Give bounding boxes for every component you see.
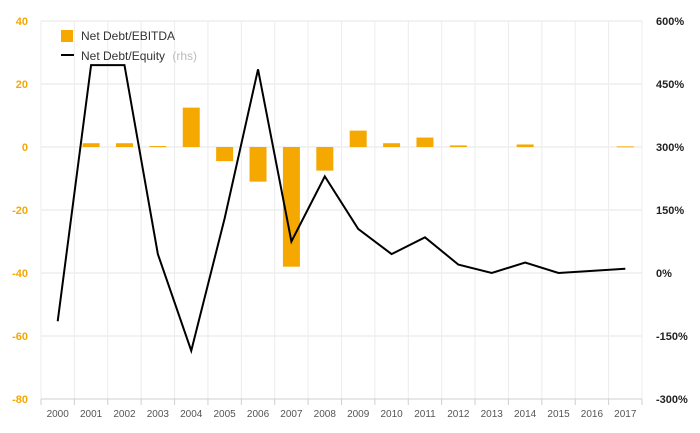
bar-series [82, 107, 634, 267]
y-left-tick-label: -60 [12, 331, 28, 343]
x-tick-label: 2002 [113, 409, 136, 420]
y-left-tick-label: -20 [12, 205, 28, 217]
legend-swatch-bar [61, 30, 73, 42]
bar [616, 146, 634, 148]
line-path [56, 64, 626, 355]
bar [115, 143, 133, 147]
y-right-tick-label: 450% [656, 79, 684, 91]
legend-label-bar: Net Debt/EBITDA [81, 29, 175, 43]
bar [349, 130, 367, 147]
x-tick-label: 2009 [347, 409, 370, 420]
bar [383, 143, 401, 147]
x-tick-label: 2007 [280, 409, 303, 420]
legend-label-line: Net Debt/Equity (rhs) [81, 49, 197, 63]
y-right-tick-label: 0% [656, 268, 672, 280]
x-tick-label: 2016 [581, 409, 604, 420]
x-tick-label: 2003 [147, 409, 170, 420]
x-tick-label: 2006 [247, 409, 270, 420]
bar [216, 147, 234, 162]
grid [40, 20, 643, 399]
x-tick-label: 2015 [547, 409, 570, 420]
x-tick-label: 2010 [380, 409, 403, 420]
x-tick-label: 2000 [47, 409, 70, 420]
legend: Net Debt/EBITDA Net Debt/Equity (rhs) [61, 29, 197, 63]
y-left-tick-label: -40 [12, 268, 28, 280]
line-series [56, 64, 626, 355]
x-tick-label: 2005 [214, 409, 237, 420]
y-left-tick-label: -80 [12, 394, 28, 406]
x-tick-label: 2011 [414, 409, 436, 420]
y-right-tick-label: -300% [656, 394, 688, 406]
bar [316, 147, 334, 171]
y-right-tick-label: 300% [656, 142, 684, 154]
x-tick-label: 2004 [180, 409, 203, 420]
bar [249, 147, 267, 182]
bar [82, 143, 100, 147]
x-tick-label: 2014 [514, 409, 537, 420]
bar [416, 137, 434, 147]
y-right-tick-label: 150% [656, 205, 684, 217]
bar [182, 107, 200, 147]
bar [149, 146, 167, 148]
y-left-tick-label: 20 [16, 79, 28, 91]
x-tick-label: 2012 [447, 409, 470, 420]
x-tick-label: 2013 [481, 409, 504, 420]
y-left-tick-label: 40 [16, 16, 28, 28]
axes: 40 20 0 -20 -40 -60 -80 600% 450% 300% 150% 0% -150%… [12, 16, 688, 420]
y-right-tick-label: 600% [656, 16, 684, 28]
x-tick-label: 2017 [614, 409, 637, 420]
bar [282, 147, 300, 267]
legend-label-line-note: (rhs) [172, 49, 197, 63]
x-tick-label: 2001 [80, 409, 103, 420]
y-right-tick-label: -150% [656, 331, 688, 343]
bar [449, 145, 467, 147]
x-tick-label: 2008 [314, 409, 337, 420]
legend-label-line-name: Net Debt/Equity [81, 49, 165, 63]
bar [516, 144, 534, 147]
y-left-tick-label: 0 [22, 142, 28, 154]
